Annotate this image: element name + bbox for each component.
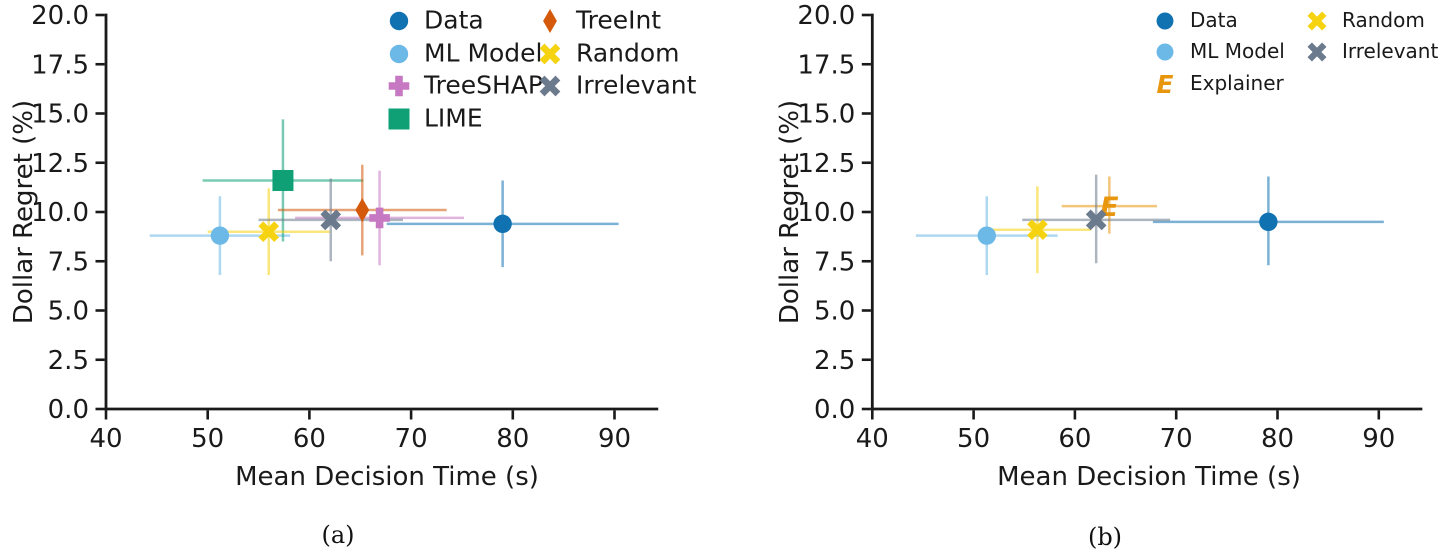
y-tick-label: 17.5 — [31, 50, 89, 80]
y-tick-label: 0.0 — [48, 395, 89, 425]
marker-treeshap — [369, 207, 390, 229]
marker-random — [258, 221, 280, 243]
y-tick-label: 0.0 — [814, 395, 855, 425]
y-tick-label: 20.0 — [797, 1, 855, 31]
x-axis-label-b: Mean Decision Time (s) — [997, 462, 1301, 492]
errorbars-explainer — [1061, 176, 1157, 234]
y-tick-label: 7.5 — [814, 247, 855, 277]
y-tick-label: 12.5 — [31, 149, 89, 179]
y-tick-label: 7.5 — [48, 247, 89, 277]
y-tick-label: 2.5 — [48, 346, 89, 376]
marker-random — [1027, 219, 1048, 241]
y-axis-label-b: Dollar Regret (%) — [775, 99, 805, 325]
panel-b: 40 50 60 70 80 90 0.0 2.5 5.0 7.5 10.0 12.5 15.0 17.5… — [719, 0, 1439, 554]
panel-a: 40 50 60 70 80 90 0.0 2.5 5.0 7.5 10.0 12.5 15.0 17.5… — [9, 1, 696, 549]
x-tick-label: 50 — [957, 424, 990, 454]
x-tick-label: 70 — [1160, 424, 1193, 454]
x-tick-label: 60 — [1058, 424, 1091, 454]
marker-ml-model — [977, 226, 996, 245]
x-tick-label: 90 — [1362, 424, 1395, 454]
chart-canvas-a: 40 50 60 70 80 90 0.0 2.5 5.0 7.5 10.0 12.5 15.0 17.5… — [31, 1, 659, 454]
caption-a: (a) — [321, 521, 355, 549]
chart-canvas-b: 40 50 60 70 80 90 0.0 2.5 5.0 7.5 10.0 12.5 15.0 17.5… — [797, 1, 1423, 454]
y-tick-label: 17.5 — [797, 50, 855, 80]
svg-text:E: E — [1100, 192, 1119, 223]
x-tick-label: 80 — [496, 424, 529, 454]
marker-lime — [272, 169, 294, 191]
marker-data — [493, 214, 512, 234]
marker-irrelevant — [320, 209, 342, 231]
x-tick-label: 60 — [293, 424, 326, 454]
y-tick-label: 10.0 — [797, 198, 855, 228]
x-tick-label: 70 — [395, 424, 428, 454]
marker-irrelevant — [1085, 209, 1107, 231]
x-tick-label: 50 — [191, 424, 224, 454]
y-axis-label-a: Dollar Regret (%) — [9, 99, 39, 325]
y-tick-label: 20.0 — [31, 1, 89, 31]
y-tick-label: 10.0 — [31, 198, 89, 228]
marker-explainer: E — [1100, 192, 1119, 223]
marker-data — [1259, 212, 1278, 232]
y-tick-label: 12.5 — [797, 149, 855, 179]
caption-b: (b) — [1087, 523, 1123, 551]
y-tick-label: 15.0 — [797, 100, 855, 130]
marker-ml-model — [210, 226, 230, 245]
x-axis-label-a: Mean Decision Time (s) — [235, 462, 539, 492]
y-tick-label: 5.0 — [814, 297, 855, 327]
y-tick-label: 2.5 — [814, 346, 855, 376]
x-tick-label: 80 — [1261, 424, 1294, 454]
x-tick-label: 90 — [598, 424, 631, 454]
y-tick-label: 15.0 — [31, 100, 89, 130]
x-tick-label: 40 — [89, 424, 122, 454]
y-tick-label: 5.0 — [48, 297, 89, 327]
x-tick-label: 40 — [856, 424, 889, 454]
